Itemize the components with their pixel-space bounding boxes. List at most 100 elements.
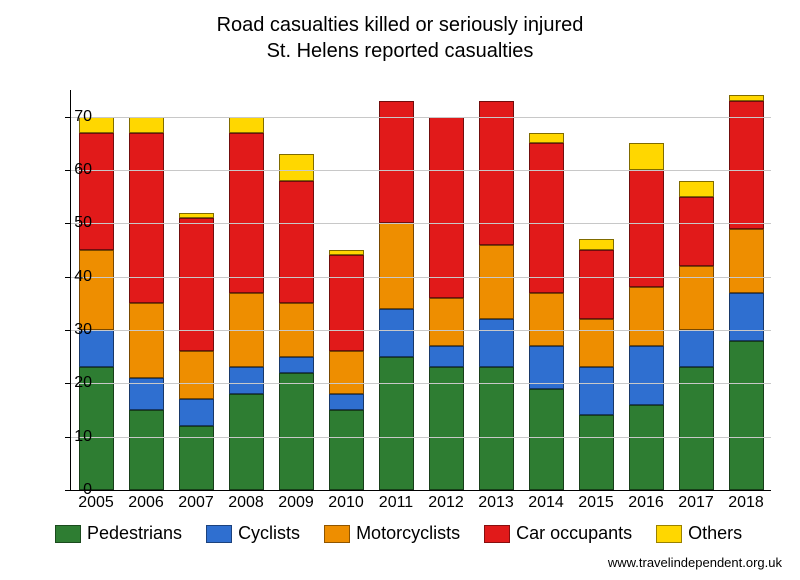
chart-container: Road casualties killed or seriously inju… [0,0,800,580]
bar-segment [529,133,564,144]
xtick-label: 2018 [728,494,764,512]
xtick-label: 2017 [678,494,714,512]
bar-segment [79,250,114,330]
legend-swatch [656,525,682,543]
xtick-label: 2010 [328,494,364,512]
bar-segment [579,415,614,490]
bar-segment [579,367,614,415]
bar-segment [229,394,264,490]
bars-group [71,90,771,490]
gridline [71,437,771,438]
xtick-label: 2008 [228,494,264,512]
bar-segment [129,117,164,133]
bar-segment [629,346,664,405]
bar-segment [279,373,314,490]
bar-segment [529,346,564,389]
xtick-label: 2006 [128,494,164,512]
bar-segment [379,309,414,357]
ytick-label: 0 [52,481,92,499]
bar-segment [329,255,364,351]
legend-label: Cyclists [238,523,300,544]
bar-segment [329,410,364,490]
bar-segment [179,426,214,490]
gridline [71,170,771,171]
legend-swatch [324,525,350,543]
gridline [71,383,771,384]
plot-area: 2005200620072008200920102011201220132014… [70,90,771,491]
bar-segment [379,357,414,490]
xtick-label: 2009 [278,494,314,512]
bar-segment [529,293,564,346]
ytick-label: 20 [52,374,92,392]
bar-segment [579,239,614,250]
bar-segment [329,394,364,410]
bar-segment [579,250,614,319]
legend-swatch [484,525,510,543]
ytick-label: 10 [52,428,92,446]
xtick-label: 2013 [478,494,514,512]
bar-segment [729,101,764,229]
legend-item: Motorcyclists [324,523,460,544]
bar-segment [179,218,214,351]
chart-title: Road casualties killed or seriously inju… [0,0,800,64]
ytick-label: 50 [52,214,92,232]
bar-segment [679,266,714,330]
bar-segment [229,117,264,133]
bar-segment [179,213,214,218]
bar-segment [479,367,514,490]
legend-label: Motorcyclists [356,523,460,544]
xtick-label: 2007 [178,494,214,512]
legend-swatch [206,525,232,543]
footer-source: www.travelindependent.org.uk [608,555,782,570]
legend-item: Others [656,523,742,544]
bar-segment [129,303,164,378]
bar-segment [629,143,664,170]
bar-segment [479,319,514,367]
bar-segment [729,293,764,341]
bar-segment [229,367,264,394]
bar-segment [629,170,664,287]
bar-segment [379,101,414,224]
ytick-label: 70 [52,108,92,126]
xtick-label: 2015 [578,494,614,512]
bar-segment [279,181,314,304]
bar-segment [579,319,614,367]
bar-segment [729,341,764,490]
ytick-label: 40 [52,268,92,286]
bar-segment [429,367,464,490]
legend-item: Car occupants [484,523,632,544]
bar-segment [679,367,714,490]
title-line-2: St. Helens reported casualties [0,38,800,64]
xtick-label: 2011 [379,494,413,512]
legend-label: Others [688,523,742,544]
bar-segment [129,410,164,490]
gridline [71,277,771,278]
bar-segment [629,287,664,346]
legend-label: Car occupants [516,523,632,544]
bar-segment [679,197,714,266]
bar-segment [429,346,464,367]
bar-segment [729,95,764,100]
bar-segment [129,133,164,304]
bar-segment [429,298,464,346]
bar-segment [229,133,264,293]
bar-segment [479,245,514,320]
ytick-label: 60 [52,161,92,179]
title-line-1: Road casualties killed or seriously inju… [0,12,800,38]
bar-segment [529,143,564,292]
ytick-label: 30 [52,321,92,339]
bar-segment [429,117,464,298]
bar-segment [729,229,764,293]
legend-swatch [55,525,81,543]
bar-segment [279,154,314,181]
xtick-label: 2012 [428,494,464,512]
bar-segment [329,250,364,255]
bar-segment [179,351,214,399]
bar-segment [279,357,314,373]
legend-label: Pedestrians [87,523,182,544]
bar-segment [79,133,114,250]
gridline [71,330,771,331]
legend-item: Cyclists [206,523,300,544]
bar-segment [529,389,564,490]
bar-segment [379,223,414,308]
